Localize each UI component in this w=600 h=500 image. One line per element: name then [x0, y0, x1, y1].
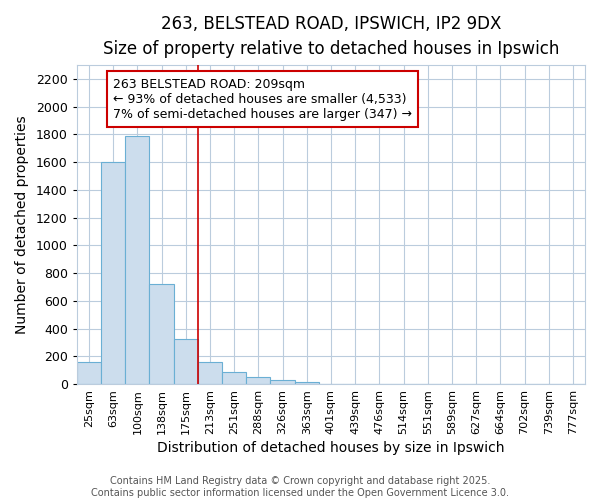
- Bar: [295, 382, 319, 384]
- Text: Contains HM Land Registry data © Crown copyright and database right 2025.
Contai: Contains HM Land Registry data © Crown c…: [91, 476, 509, 498]
- Title: 263, BELSTEAD ROAD, IPSWICH, IP2 9DX
Size of property relative to detached house: 263, BELSTEAD ROAD, IPSWICH, IP2 9DX Siz…: [103, 15, 559, 58]
- Bar: [101, 162, 125, 384]
- Text: 263 BELSTEAD ROAD: 209sqm
← 93% of detached houses are smaller (4,533)
7% of sem: 263 BELSTEAD ROAD: 209sqm ← 93% of detac…: [113, 78, 412, 120]
- Y-axis label: Number of detached properties: Number of detached properties: [15, 116, 29, 334]
- Bar: [149, 284, 173, 384]
- Bar: [246, 377, 271, 384]
- X-axis label: Distribution of detached houses by size in Ipswich: Distribution of detached houses by size …: [157, 441, 505, 455]
- Bar: [173, 339, 198, 384]
- Bar: [198, 362, 222, 384]
- Bar: [77, 362, 101, 384]
- Bar: [125, 136, 149, 384]
- Bar: [271, 380, 295, 384]
- Bar: [222, 372, 246, 384]
